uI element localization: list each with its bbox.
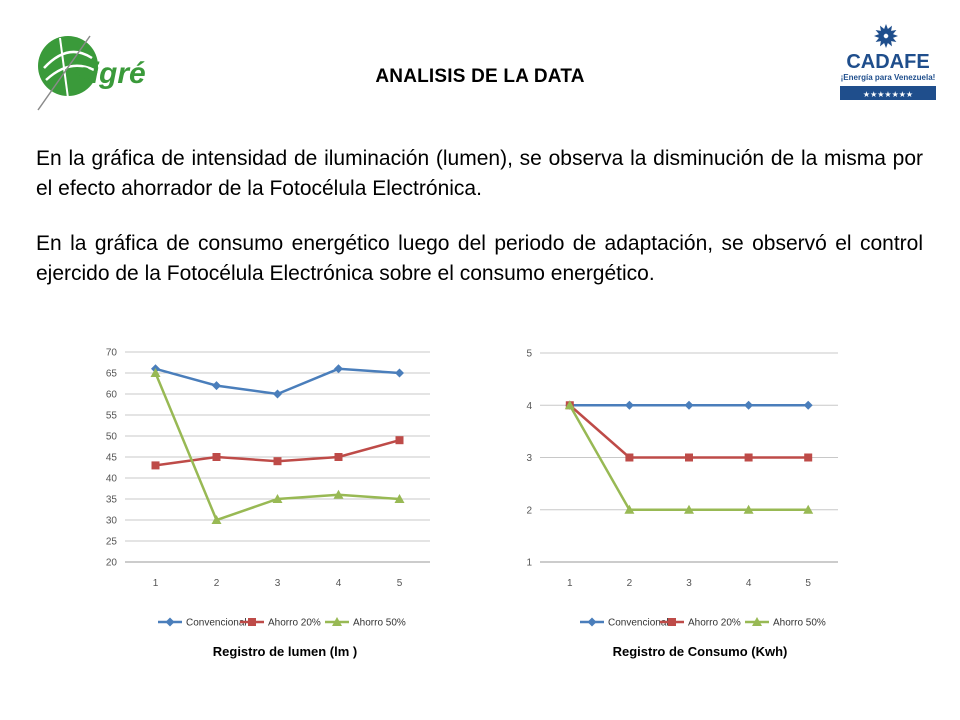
y-tick-label: 70 [106, 348, 118, 359]
legend-label-convencional: Convencional [186, 618, 247, 629]
x-tick-label: 2 [627, 578, 633, 589]
y-tick-label: 40 [106, 474, 118, 485]
data-point-convencional [212, 381, 221, 391]
y-tick-label: 65 [106, 369, 118, 380]
data-point-convencional [744, 400, 754, 410]
y-tick-label: 45 [106, 453, 118, 464]
cadafe-tagline: ¡Energía para Venezuela! [841, 73, 936, 82]
y-tick-label: 35 [106, 495, 118, 506]
data-point-convencional [803, 400, 813, 410]
data-point-ahorro20 [625, 453, 634, 462]
y-tick-label: 50 [106, 432, 118, 443]
data-point-ahorro50 [394, 494, 405, 503]
data-point-ahorro50 [803, 504, 814, 514]
lumen-chart: 20 25 30 35 40 45 50 55 60 65 70 1 2 3 4 5 Convencional A… [80, 330, 450, 640]
legend-marker-convencional [165, 617, 175, 627]
y-tick-label: 3 [526, 453, 532, 464]
data-point-ahorro20 [273, 457, 282, 466]
legend-marker-ahorro50 [332, 617, 342, 626]
x-tick-label: 3 [686, 578, 692, 589]
y-tick-label: 20 [106, 558, 118, 569]
legend-label-ahorro50: Ahorro 50% [773, 618, 826, 629]
cadafe-logo-text: CADAFE [846, 51, 929, 73]
y-tick-label: 5 [526, 349, 532, 360]
cadafe-logo: CADAFE ¡Energía para Venezuela! ★★★★★★★ [836, 22, 940, 104]
data-point-ahorro50 [564, 400, 575, 410]
legend-label-convencional: Convencional [608, 618, 669, 629]
cadafe-stars: ★★★★★★★ [863, 90, 913, 99]
legend-label-ahorro20: Ahorro 20% [268, 618, 321, 629]
data-point-ahorro50 [333, 489, 344, 499]
data-point-convencional [684, 400, 694, 410]
consumo-chart: 1 2 3 4 5 1 2 3 4 5 Convencional Ahorro 20% Ahorro 5… [495, 330, 870, 640]
data-point-ahorro20 [151, 461, 160, 470]
data-point-convencional [273, 389, 282, 399]
y-tick-label: 25 [106, 537, 118, 548]
data-point-ahorro50 [624, 504, 635, 514]
data-point-ahorro50 [211, 515, 222, 524]
legend-marker-ahorro20 [248, 618, 256, 626]
x-tick-label: 5 [397, 578, 403, 589]
x-tick-label: 4 [746, 578, 752, 589]
data-point-convencional [334, 364, 343, 374]
legend-marker-ahorro50 [752, 617, 762, 626]
data-point-convencional [395, 368, 404, 378]
x-tick-label: 1 [153, 578, 159, 589]
data-point-ahorro20 [212, 453, 221, 461]
cigre-logo: cigré [30, 28, 160, 112]
data-point-ahorro50 [684, 504, 694, 514]
x-tick-label: 2 [214, 578, 220, 589]
data-point-ahorro50 [272, 494, 283, 503]
x-tick-label: 4 [336, 578, 342, 589]
legend-marker-convencional [587, 617, 597, 627]
data-point-ahorro20 [744, 453, 753, 462]
y-tick-label: 4 [526, 401, 532, 412]
data-point-ahorro20 [395, 436, 404, 445]
consumo-chart-svg: 1 2 3 4 5 1 2 3 4 5 Convencional Ahorro 20% Ahorro 5… [526, 349, 838, 629]
page-title: ANALISIS DE LA DATA [375, 66, 585, 87]
x-tick-label: 3 [275, 578, 281, 589]
x-tick-label: 5 [805, 578, 811, 589]
y-tick-label: 60 [106, 390, 118, 401]
series-line-ahorro20 [568, 404, 809, 459]
data-point-ahorro20 [804, 453, 813, 462]
paragraph-iluminacion: En la gráfica de intensidad de iluminaci… [36, 147, 923, 200]
data-point-ahorro50 [743, 504, 754, 514]
paragraph-consumo: En la gráfica de consumo energético lueg… [36, 232, 923, 285]
data-point-ahorro50 [150, 368, 161, 377]
y-tick-label: 1 [526, 558, 532, 569]
y-tick-label: 2 [526, 505, 532, 516]
x-tick-label: 1 [567, 578, 573, 589]
data-point-ahorro20 [685, 453, 693, 462]
y-tick-label: 30 [106, 516, 118, 527]
legend-label-ahorro50: Ahorro 50% [353, 618, 406, 629]
cigre-logo-text: cigré [74, 57, 146, 90]
consumo-caption: Registro de Consumo (Kwh) [612, 644, 788, 659]
y-tick-label: 55 [106, 411, 118, 422]
data-point-ahorro20 [334, 453, 343, 461]
legend-marker-ahorro20 [668, 618, 676, 626]
lumen-caption: Registro de lumen (lm ) [212, 644, 358, 659]
legend-label-ahorro20: Ahorro 20% [688, 618, 741, 629]
data-point-convencional [624, 400, 634, 410]
